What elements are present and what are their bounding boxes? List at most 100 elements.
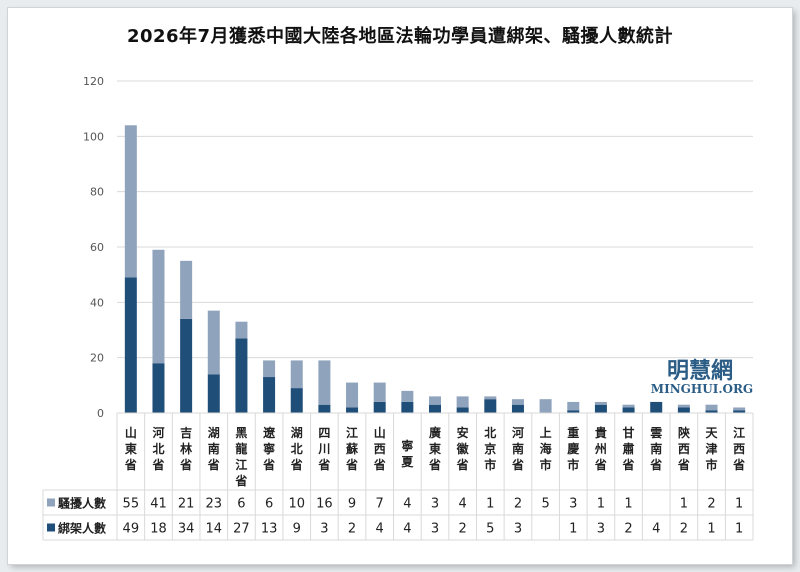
- table-value: 14: [206, 522, 223, 537]
- category-label: 河北省: [151, 425, 164, 472]
- table-value: 1: [680, 497, 688, 512]
- table-value: 9: [348, 497, 356, 512]
- bar-kidnapped: [346, 407, 359, 413]
- bar-kidnapped: [594, 404, 607, 413]
- table-value: 4: [652, 522, 660, 537]
- bar-kidnapped: [401, 401, 414, 413]
- table-value: 5: [541, 497, 549, 512]
- category-label: 廣東省: [428, 425, 441, 472]
- category-label: 江西省: [732, 425, 745, 472]
- bar-harassed: [263, 360, 276, 378]
- category-label: 甘肅省: [622, 425, 635, 472]
- bar-harassed: [373, 382, 386, 402]
- category-label: 吉林省: [179, 425, 192, 472]
- table-value: 9: [293, 522, 301, 537]
- table-value: 34: [178, 522, 195, 537]
- chart-title: 2026年7月獲悉中國大陸各地區法輪功學員遭綁架、騷擾人數統計: [126, 26, 674, 47]
- bar-harassed: [318, 360, 331, 405]
- table-value: 6: [237, 497, 245, 512]
- table-value: 3: [431, 497, 439, 512]
- table-value: 49: [123, 522, 140, 537]
- bar-harassed: [539, 399, 552, 413]
- table-value: 55: [123, 497, 140, 512]
- category-label: 天津市: [706, 426, 719, 472]
- table-value: 16: [316, 497, 333, 512]
- category-label: 遼寧省: [262, 425, 276, 472]
- y-tick-label: 60: [90, 241, 104, 254]
- bar-kidnapped: [290, 388, 303, 413]
- y-tick-label: 0: [97, 407, 104, 420]
- category-label: 雲南省: [649, 426, 662, 472]
- table-value: 1: [569, 522, 577, 537]
- chart-frame: [8, 8, 792, 564]
- bar-kidnapped: [511, 404, 524, 413]
- bar-kidnapped: [180, 318, 193, 413]
- table-value: 3: [431, 522, 439, 537]
- y-axis: 0 20 40 60 80 100 120: [83, 75, 104, 420]
- bar-harassed: [456, 396, 469, 408]
- bar-harassed: [594, 401, 607, 405]
- bar-kidnapped: [456, 407, 469, 413]
- bar-harassed: [484, 396, 497, 400]
- table-value: 10: [288, 497, 305, 512]
- bar-kidnapped: [207, 374, 220, 413]
- bar-kidnapped: [705, 410, 718, 413]
- table-value: 27: [233, 522, 250, 537]
- bar-harassed: [677, 404, 690, 408]
- bar-kidnapped: [733, 410, 746, 413]
- table-value: 18: [150, 522, 167, 537]
- bars: [124, 125, 746, 413]
- table-value: 23: [206, 497, 223, 512]
- bar-harassed: [290, 360, 303, 389]
- watermark-logo-text: 明慧網: [667, 358, 733, 384]
- bar-harassed: [511, 399, 524, 405]
- bar-kidnapped: [677, 407, 690, 413]
- category-label: 重慶市: [567, 425, 579, 472]
- category-label: 江蘇省: [345, 425, 358, 472]
- table-value: 2: [459, 522, 467, 537]
- bar-kidnapped: [152, 363, 165, 413]
- bar-harassed: [705, 404, 718, 411]
- table-value: 7: [376, 497, 384, 512]
- bar-kidnapped: [650, 401, 663, 413]
- category-label: 陝西省: [677, 425, 691, 472]
- bar-harassed: [401, 390, 414, 402]
- legend-label: 騷擾人數: [58, 496, 106, 511]
- bar-harassed: [180, 260, 193, 319]
- bar-kidnapped: [263, 377, 276, 413]
- table-value: 3: [514, 522, 522, 537]
- table-value: 1: [735, 497, 743, 512]
- category-label: 上海市: [540, 425, 552, 472]
- table-value: 3: [597, 522, 605, 537]
- table-value: 2: [624, 522, 632, 537]
- bar-kidnapped: [318, 404, 331, 413]
- category-label: 安徽省: [456, 425, 470, 472]
- y-tick-label: 100: [83, 130, 104, 143]
- table-value: 3: [320, 522, 328, 537]
- category-label: 貴州省: [594, 425, 607, 472]
- y-tick-label: 20: [90, 352, 104, 365]
- category-label: 河南省: [511, 425, 524, 472]
- legend-swatch: [47, 523, 55, 532]
- y-tick-label: 80: [90, 186, 104, 199]
- category-label: 四川省: [317, 426, 330, 472]
- category-label: 黑龍江省: [234, 426, 247, 488]
- category-label: 寧夏: [401, 438, 414, 469]
- y-tick-label: 120: [83, 75, 104, 88]
- table-value: 1: [624, 497, 632, 512]
- table-value: 1: [707, 522, 715, 537]
- minghui-watermark: 明慧網 MINGHUI.ORG: [651, 358, 753, 396]
- bar-harassed: [429, 396, 441, 405]
- category-label: 湖南省: [207, 425, 220, 472]
- table-value: 13: [261, 522, 278, 537]
- bar-kidnapped: [235, 338, 248, 413]
- category-label: 北京市: [484, 425, 496, 472]
- bar-harassed: [733, 407, 746, 411]
- bar-kidnapped: [484, 399, 497, 413]
- table-value: 5: [486, 522, 494, 537]
- table-value: 2: [348, 522, 356, 537]
- bar-kidnapped: [124, 277, 137, 413]
- category-labels: 山東省 河北省 吉林省 湖南省 黑龍江省 遼寧省 湖北省 四川省 江蘇省 山西省 寧夏 廣東省 安徽省北…: [124, 425, 745, 488]
